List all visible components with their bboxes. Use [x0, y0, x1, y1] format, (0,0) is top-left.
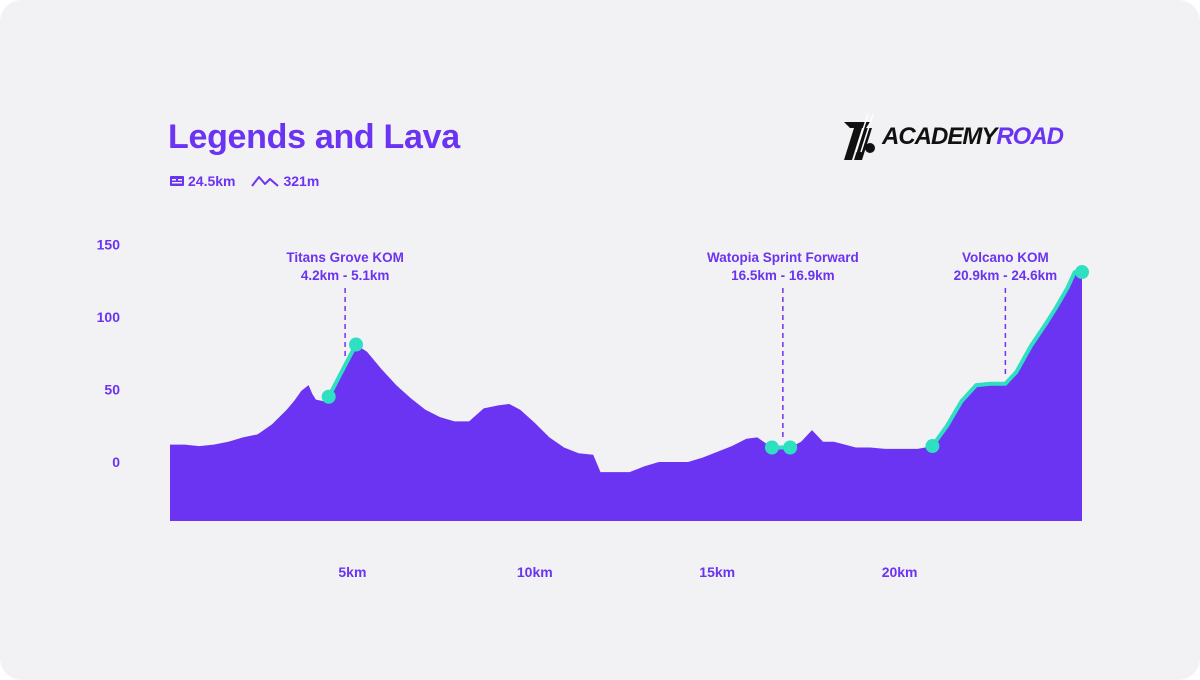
x-tick-label: 15km: [699, 564, 735, 580]
mountain-icon: [251, 176, 280, 187]
segment-name: Watopia Sprint Forward: [707, 250, 859, 265]
segment-name: Titans Grove KOM: [286, 250, 404, 265]
segment-start-marker: [764, 440, 779, 455]
route-stats: 24.5km 321m: [170, 173, 335, 189]
segment-range: 16.5km - 16.9km: [731, 268, 835, 283]
segment-start-marker: [321, 389, 336, 404]
segment-end-marker: [783, 440, 798, 455]
segment-range: 20.9km - 24.6km: [954, 268, 1058, 283]
segment-range: 4.2km - 5.1km: [301, 268, 390, 283]
brand-logo: ACADEMYROAD: [840, 112, 1064, 162]
road-sign-icon: [170, 176, 184, 186]
brand-text-part2: ROAD: [996, 123, 1064, 150]
brand-text-part1: ACADEMY: [882, 123, 997, 150]
y-tick-label: 50: [104, 382, 120, 398]
y-tick-label: 0: [112, 454, 120, 470]
brand-text: ACADEMYROAD: [882, 123, 1064, 151]
segment-end-marker: [1075, 265, 1089, 280]
segment-name: Volcano KOM: [962, 250, 1049, 265]
x-tick-label: 10km: [517, 564, 553, 580]
elevation-stat: 321m: [251, 173, 319, 189]
y-tick-label: 100: [97, 309, 121, 325]
elevation-area: [170, 272, 1082, 521]
segment-start-marker: [925, 439, 940, 454]
segment-line: [930, 270, 1084, 449]
y-tick-label: 150: [97, 237, 121, 253]
route-title: Legends and Lava: [168, 118, 460, 156]
elevation-value: 321m: [283, 173, 320, 189]
x-tick-label: 20km: [882, 564, 918, 580]
segment-end-marker: [349, 337, 364, 352]
academy-road-logo-icon: [844, 113, 875, 160]
distance-stat: 24.5km: [170, 173, 235, 189]
segment-line: [326, 342, 358, 399]
distance-value: 24.5km: [188, 173, 236, 189]
x-tick-label: 5km: [338, 564, 366, 580]
